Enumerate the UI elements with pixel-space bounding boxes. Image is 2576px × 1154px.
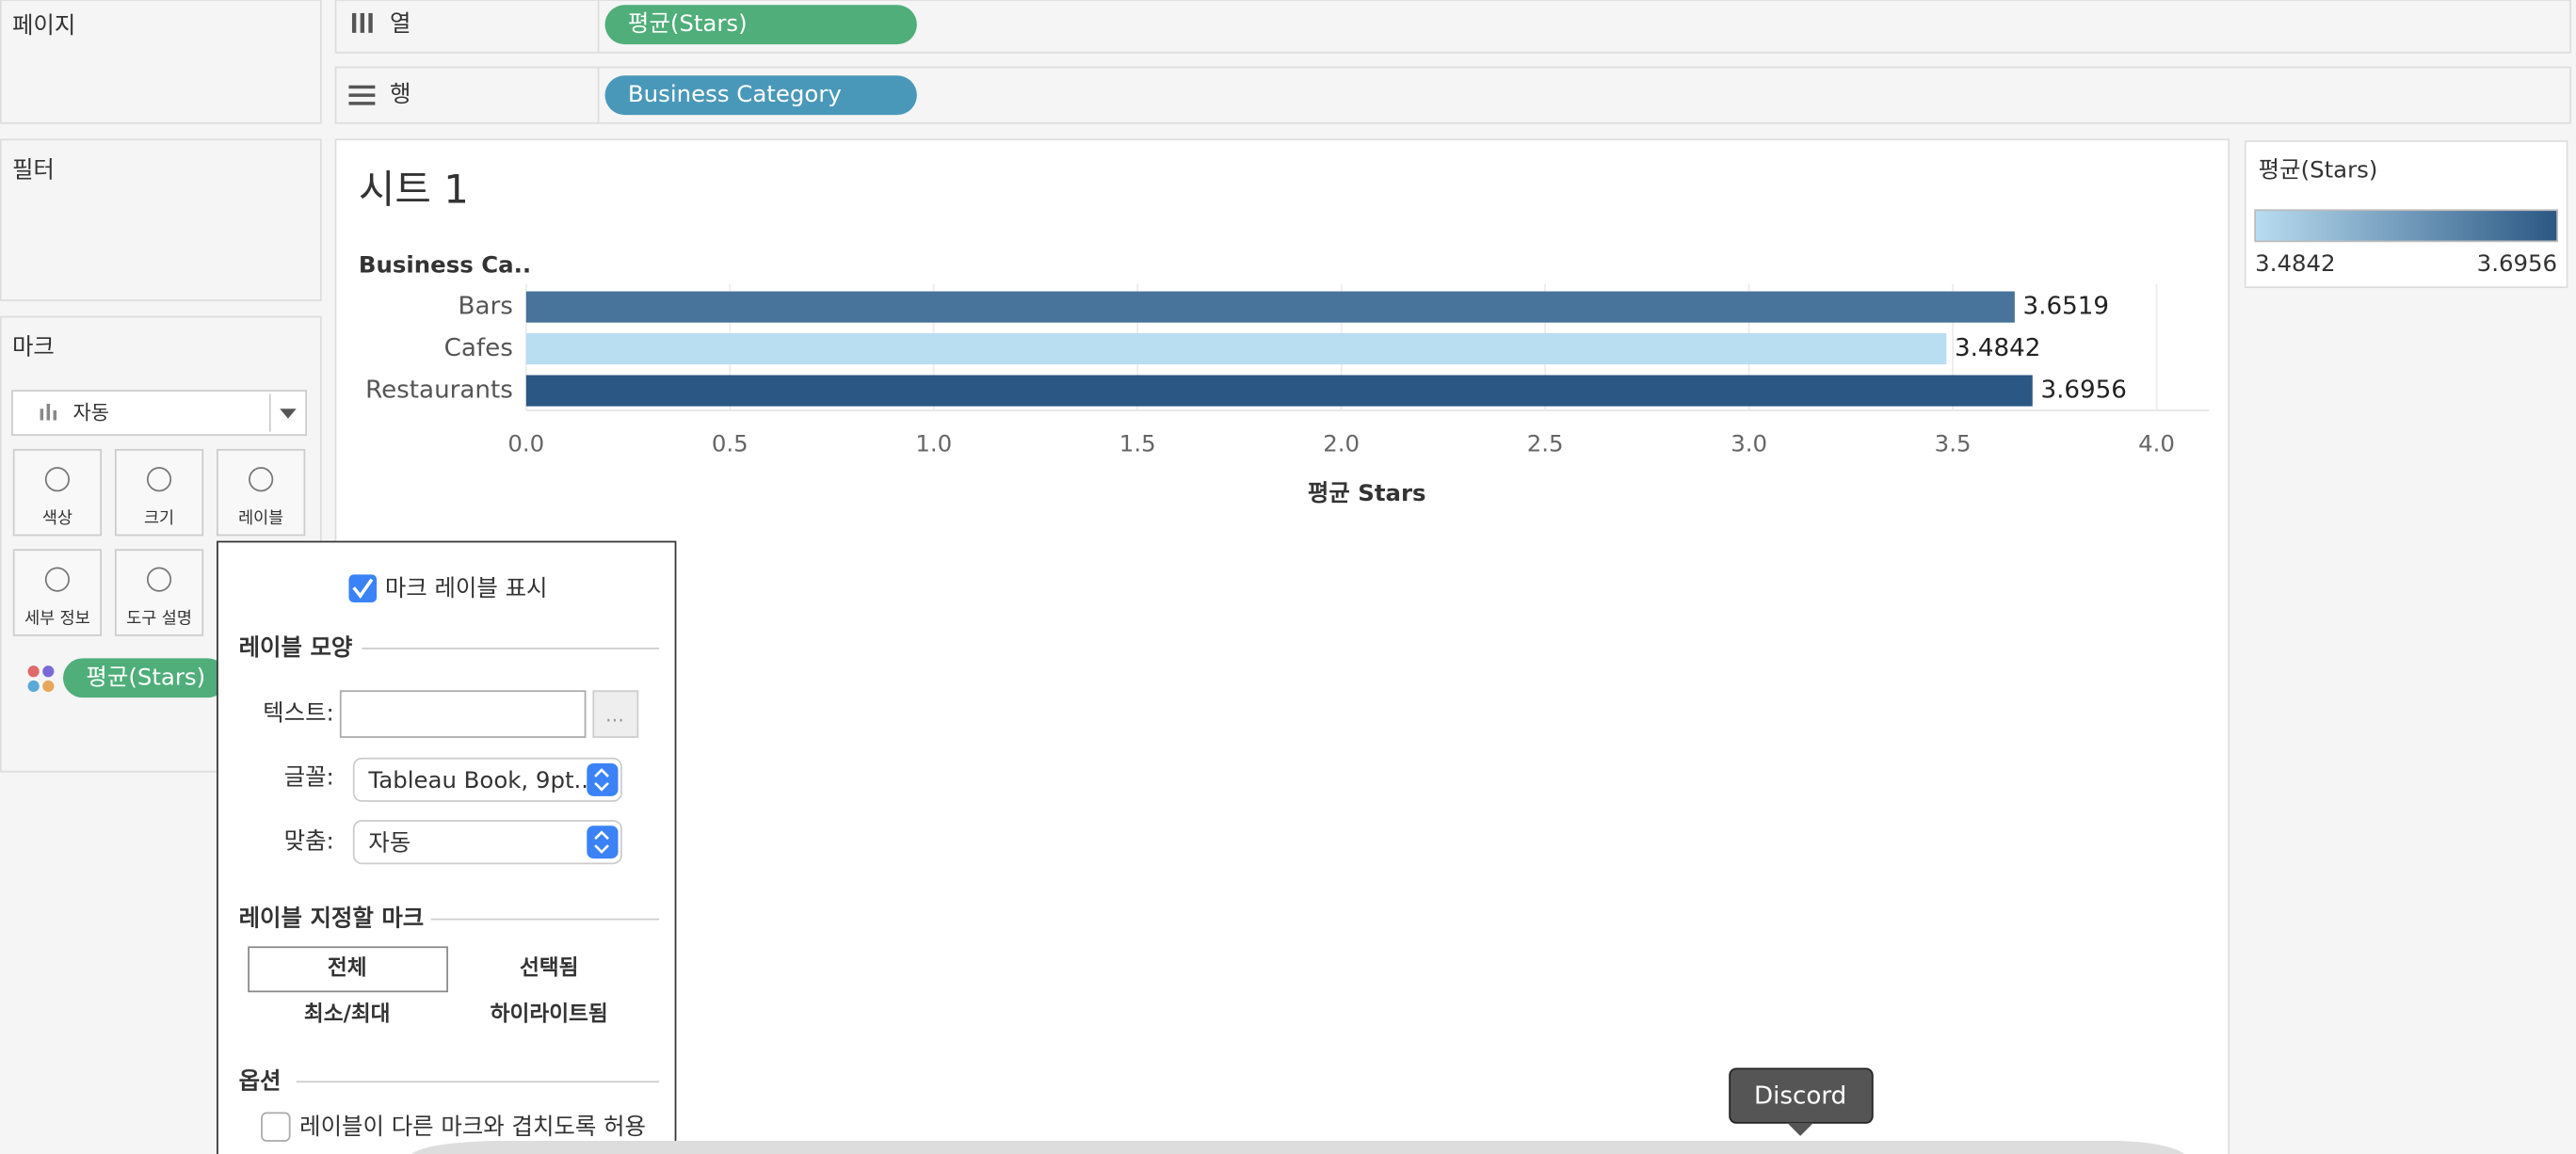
x-tick-label: 4.0 bbox=[2138, 430, 2175, 457]
options-header: 옵션 bbox=[239, 1066, 282, 1094]
mark-option[interactable]: 선택됨 bbox=[520, 955, 579, 980]
mark-card-label: 세부 정보 bbox=[24, 609, 90, 628]
card-icon bbox=[146, 567, 172, 592]
mark-card[interactable] bbox=[12, 549, 102, 636]
more-button[interactable] bbox=[592, 690, 639, 738]
dock-edge bbox=[411, 1141, 2185, 1154]
font-select[interactable] bbox=[352, 757, 622, 802]
rows-pill[interactable] bbox=[604, 75, 917, 116]
category-label: Cafes bbox=[444, 334, 513, 362]
x-tick-label: 1.0 bbox=[915, 430, 952, 457]
value-label: 3.4842 bbox=[1955, 334, 2040, 362]
x-tick-label: 2.5 bbox=[1527, 430, 1564, 457]
columns-icon bbox=[351, 12, 373, 33]
card-icon bbox=[44, 567, 70, 592]
x-tick-label: 2.0 bbox=[1323, 430, 1360, 457]
card-icon bbox=[44, 467, 70, 492]
align-select[interactable] bbox=[352, 820, 622, 865]
columns-pill[interactable] bbox=[604, 5, 917, 45]
mark-card-label: 레이블 bbox=[238, 509, 283, 528]
legend-title: 평균(Stars) bbox=[2259, 155, 2378, 183]
value-label: 3.6956 bbox=[2040, 377, 2126, 405]
mark-type-dropdown[interactable] bbox=[11, 390, 307, 437]
selected-option-box bbox=[248, 946, 448, 993]
bar bbox=[525, 291, 2015, 323]
card-icon bbox=[249, 467, 274, 492]
overlap-checkbox[interactable] bbox=[261, 1112, 291, 1142]
legend-max: 3.6956 bbox=[2477, 249, 2557, 277]
columns-pill-text: 평균(Stars) bbox=[628, 9, 748, 37]
x-tick-label: 3.5 bbox=[1935, 430, 1972, 457]
rows-pill-text: Business Category bbox=[628, 80, 842, 107]
mark-option[interactable]: 최소/최대 bbox=[304, 1002, 391, 1026]
pages-label: 페이지 bbox=[12, 11, 75, 39]
rows-icon bbox=[348, 85, 376, 105]
bar-icon bbox=[40, 404, 57, 421]
mark-option[interactable]: 하이라이트됨 bbox=[491, 1002, 608, 1026]
value-label: 3.6519 bbox=[2023, 293, 2109, 321]
bar bbox=[525, 375, 2033, 407]
tooltip-text: Discord bbox=[1754, 1082, 1846, 1110]
category-label: Restaurants bbox=[365, 377, 513, 405]
font-value: Tableau Book, 9pt.. bbox=[367, 766, 588, 793]
sheet-title: 시트 1 bbox=[359, 167, 469, 213]
category-header: Business Ca.. bbox=[359, 251, 531, 279]
color-dots bbox=[27, 665, 55, 693]
legend-min: 3.4842 bbox=[2255, 249, 2335, 277]
pages-box bbox=[0, 0, 322, 124]
align-value: 자동 bbox=[368, 828, 411, 856]
appearance-header: 레이블 모양 bbox=[239, 633, 353, 661]
mark-type: 자동 bbox=[72, 401, 108, 424]
x-tick-label: 0.0 bbox=[507, 430, 544, 457]
font-field-label: 글꼴: bbox=[284, 763, 334, 791]
align-field-label: 맞춤: bbox=[284, 827, 334, 855]
marks-label: 마크 bbox=[12, 333, 55, 361]
x-tick-label: 1.5 bbox=[1119, 430, 1156, 457]
mark-pill-text: 평균(Stars) bbox=[86, 663, 205, 690]
bar bbox=[525, 333, 1947, 365]
columns-label: 열 bbox=[390, 9, 411, 37]
text-input[interactable] bbox=[339, 690, 587, 738]
more-button-text: ... bbox=[605, 703, 624, 726]
dropdown-arrow bbox=[280, 409, 297, 419]
overlap-text: 레이블이 다른 마크와 겹치도록 허용 bbox=[299, 1113, 646, 1140]
card-icon bbox=[146, 467, 172, 492]
x-tick-label: 0.5 bbox=[712, 430, 749, 457]
mark-card[interactable] bbox=[114, 549, 204, 636]
filters-box bbox=[0, 138, 322, 302]
filters-label: 필터 bbox=[12, 155, 55, 183]
marks-to-label-header: 레이블 지정할 마크 bbox=[239, 905, 425, 932]
mark-card-label: 색상 bbox=[42, 509, 72, 528]
mark-option[interactable]: 전체 bbox=[328, 955, 367, 980]
legend-gradient bbox=[2254, 209, 2558, 243]
mark-card[interactable] bbox=[12, 448, 102, 537]
mark-card[interactable] bbox=[114, 448, 204, 537]
mark-card[interactable] bbox=[217, 448, 306, 537]
x-tick-label: 3.0 bbox=[1731, 430, 1767, 457]
x-axis-title: 평균 Stars bbox=[1308, 479, 1426, 506]
text-field-label: 텍스트: bbox=[263, 699, 334, 727]
show-labels-text: 마크 레이블 표시 bbox=[385, 574, 548, 601]
mark-card-label: 도구 설명 bbox=[126, 609, 192, 628]
mark-pill[interactable] bbox=[63, 658, 228, 698]
rows-label: 행 bbox=[390, 80, 411, 107]
mark-card-label: 크기 bbox=[144, 509, 174, 528]
category-label: Bars bbox=[459, 293, 513, 321]
